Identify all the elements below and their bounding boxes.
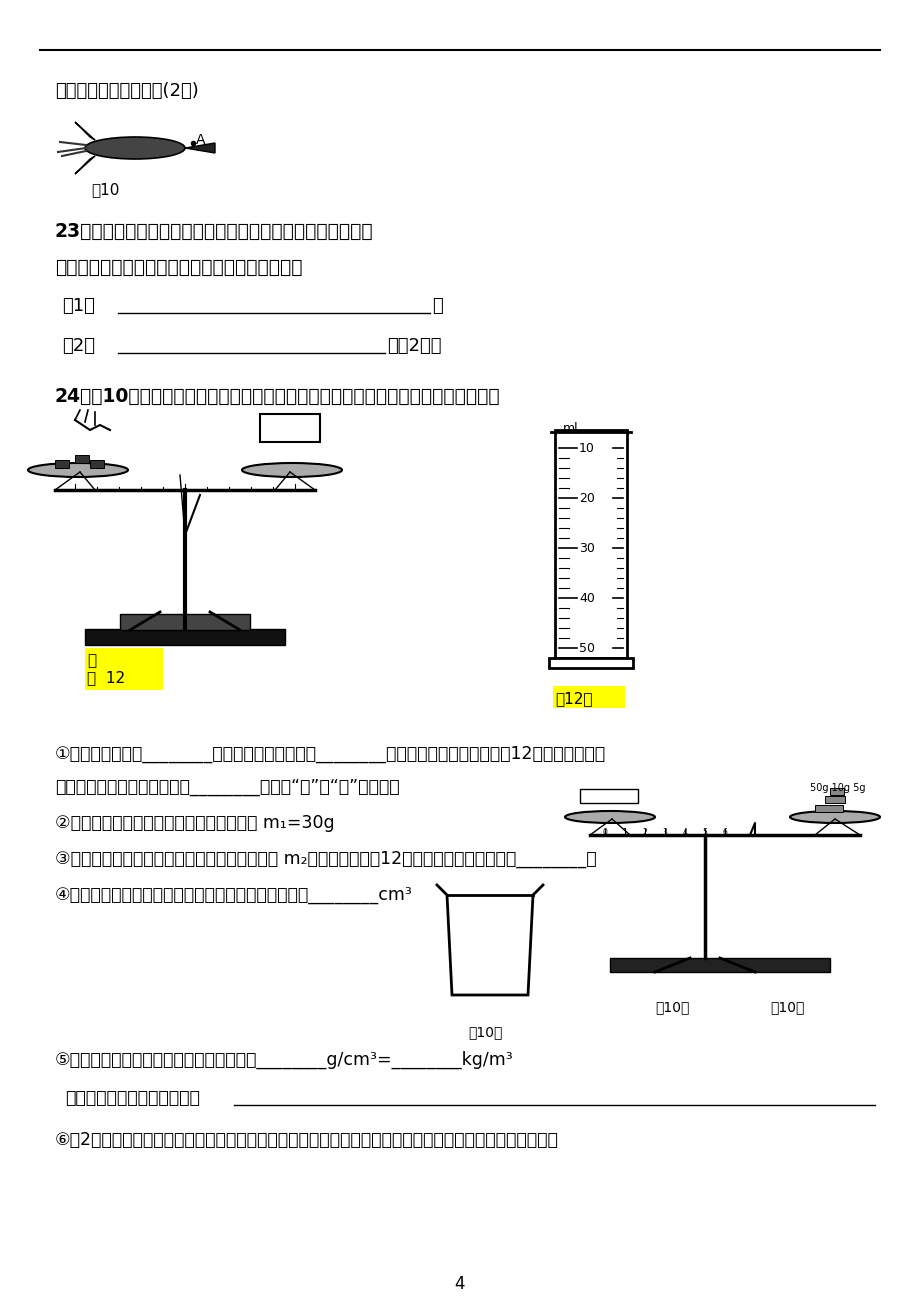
Text: 2: 2 <box>642 828 647 837</box>
Text: 甲: 甲 <box>87 654 96 668</box>
Bar <box>90 460 104 467</box>
Text: 3: 3 <box>662 828 666 837</box>
Text: ml: ml <box>562 422 578 435</box>
Text: 30: 30 <box>578 542 595 555</box>
Text: 4: 4 <box>682 828 686 837</box>
Bar <box>85 629 285 644</box>
Text: 。（2分）: 。（2分） <box>387 337 441 355</box>
Text: 图10: 图10 <box>91 182 119 197</box>
Bar <box>824 796 844 803</box>
Text: 50g 10g 5g: 50g 10g 5g <box>809 783 865 793</box>
Text: 图  12: 图 12 <box>87 671 125 685</box>
Text: ③在烧杯里倒入适量的待测液体，测出其总质量 m₂，测量结果如图12乙所示，则液体的质量是________。: ③在烧杯里倒入适量的待测液体，测出其总质量 m₂，测量结果如图12乙所示，则液体… <box>55 850 596 868</box>
Bar <box>75 454 89 464</box>
Text: 40: 40 <box>578 591 595 604</box>
Text: ⑤根据上述实验结果可知这种液体的密度是________g/cm³=________kg/m³: ⑤根据上述实验结果可知这种液体的密度是________g/cm³=_______… <box>55 1051 513 1069</box>
Bar <box>55 460 69 467</box>
Text: ；: ； <box>432 297 442 315</box>
Bar <box>85 648 163 690</box>
Text: ②调节好天平后，用天平测出空烧杯的质量 m₁=30g: ②调节好天平后，用天平测出空烧杯的质量 m₁=30g <box>55 814 335 832</box>
Text: 1: 1 <box>622 828 627 837</box>
Bar <box>829 788 843 796</box>
Text: 24。（10）小红利用天平，量筒和一个无刻度的小烧杯来测定某度她进行的实验操作: 24。（10）小红利用天平，量筒和一个无刻度的小烧杯来测定某度她进行的实验操作 <box>55 387 500 406</box>
Text: 图10甲: 图10甲 <box>654 1000 688 1014</box>
Bar <box>552 686 624 708</box>
Text: （1）: （1） <box>62 297 95 315</box>
Bar <box>119 615 250 630</box>
Text: 10: 10 <box>578 441 595 454</box>
Bar <box>814 805 842 812</box>
Text: 如右图所示，请指出其中的错误是哪些，并改正：: 如右图所示，请指出其中的错误是哪些，并改正： <box>55 258 302 277</box>
Text: 图10乙: 图10乙 <box>769 1000 803 1014</box>
Text: 5: 5 <box>702 828 707 837</box>
Text: 4: 4 <box>454 1275 465 1293</box>
Text: 竖直方向上受到的力。(2分): 竖直方向上受到的力。(2分) <box>55 82 199 100</box>
Text: （2）: （2） <box>62 337 95 355</box>
Ellipse shape <box>564 811 654 823</box>
Text: 20: 20 <box>578 491 595 504</box>
Bar <box>549 658 632 668</box>
Ellipse shape <box>85 137 185 159</box>
Ellipse shape <box>28 464 128 477</box>
Text: 50: 50 <box>578 642 595 655</box>
Bar <box>260 414 320 441</box>
Text: ①将托盘天平放在________上，将游码放在标尺的________处，发现天平指针静止在图12甲所示位置，要: ①将托盘天平放在________上，将游码放在标尺的________处，发现天平… <box>55 745 606 763</box>
Ellipse shape <box>789 811 879 823</box>
Text: 图10甲: 图10甲 <box>468 1025 502 1039</box>
Polygon shape <box>185 143 215 154</box>
Text: 6: 6 <box>721 828 727 837</box>
Bar <box>609 958 829 973</box>
Bar <box>579 789 637 803</box>
Text: 图12乙: 图12乙 <box>554 691 592 706</box>
Polygon shape <box>75 122 95 141</box>
Text: 0: 0 <box>602 828 607 837</box>
Text: 小红在实验操作中的缺点是：: 小红在实验操作中的缺点是： <box>65 1088 199 1107</box>
Text: 23．某同学用已调节好的托盘天平测量物体的质量，操作情况: 23．某同学用已调节好的托盘天平测量物体的质量，操作情况 <box>55 223 373 241</box>
Text: A: A <box>196 133 205 147</box>
Text: 使天平平衡，应将平衡螺母向________（选填“左”或“右”）旋动。: 使天平平衡，应将平衡螺母向________（选填“左”或“右”）旋动。 <box>55 779 399 796</box>
Text: ⑥（2分）做完实验后，小红整理实验器材时发现天平的平衡螺母生锈（质量变大），这种情况对实验的影响: ⑥（2分）做完实验后，小红整理实验器材时发现天平的平衡螺母生锈（质量变大），这种… <box>55 1131 558 1148</box>
Ellipse shape <box>242 464 342 477</box>
Polygon shape <box>75 156 95 174</box>
Bar <box>554 430 627 658</box>
Text: ④把烧杯中的液体全部倒入量筒中，测出液体的体积是________cm³: ④把烧杯中的液体全部倒入量筒中，测出液体的体积是________cm³ <box>55 885 413 904</box>
